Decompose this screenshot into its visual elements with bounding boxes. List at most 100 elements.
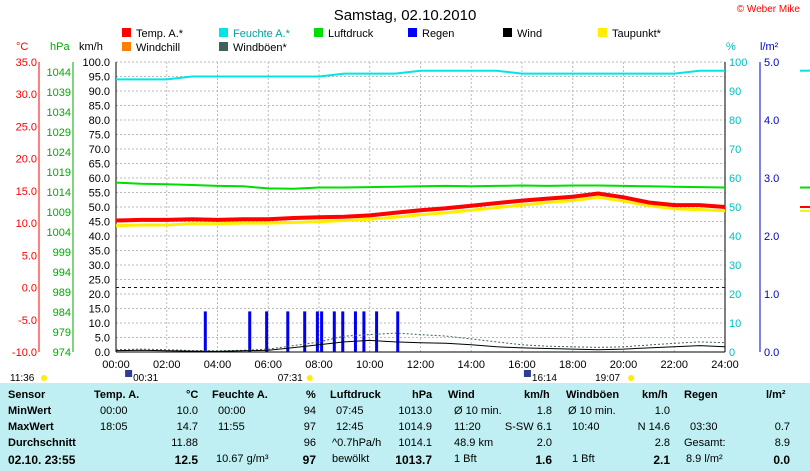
max-gust-value: N 14.6	[637, 421, 670, 433]
sun-icon	[41, 375, 47, 381]
current-wind-bft: 1 Bft	[454, 453, 477, 465]
pressure-tick-label: 1034	[47, 107, 71, 119]
pressure-tick-label: 989	[53, 287, 71, 299]
wind-tick-label: 60.0	[89, 173, 110, 185]
pressure-tick-label: 1004	[47, 227, 71, 239]
avg-pressure-value: 1014.1	[398, 437, 432, 449]
wind-tick-label: 75.0	[89, 130, 110, 142]
header-wind: Wind	[448, 389, 475, 401]
max-rain-value: 0.7	[774, 421, 790, 433]
wind-tick-label: 45.0	[89, 217, 110, 229]
legend-label: Windchill	[136, 42, 180, 54]
stats-table: Sensor Temp. A. °C Feuchte A. % Luftdruc…	[0, 383, 810, 471]
max-wind-time: 11:20	[454, 421, 481, 433]
humidity-tick-label: 60	[729, 173, 741, 185]
time-tick-label: 18:00	[559, 359, 587, 371]
current-humidity-value: 97	[302, 453, 316, 467]
current-rain-day: 8.9 l/m²	[686, 453, 723, 465]
row-label: MinWert	[8, 405, 52, 417]
rain-bar	[375, 311, 379, 352]
plot-area	[115, 69, 810, 352]
wind-tick-label: 0.0	[95, 347, 110, 359]
humidity-tick-label: 90	[729, 86, 741, 98]
temp-tick-label: 0.0	[22, 283, 37, 295]
legend-label: Temp. A.*	[136, 28, 184, 40]
moonset-label: 00:31	[133, 373, 158, 383]
min-temp-value: 10.0	[176, 405, 198, 417]
copyright-text: © Weber Mike	[737, 4, 801, 15]
pressure-unit-label: hPa	[50, 41, 70, 53]
wind-tick-label: 70.0	[89, 144, 110, 156]
avg-wind-value: 2.0	[536, 437, 552, 449]
pressure-tick-label: 1024	[47, 147, 71, 159]
header-rain-unit: l/m²	[766, 389, 786, 401]
temp-tick-label: 35.0	[16, 57, 37, 69]
min-wind-value: 1.8	[536, 405, 552, 417]
temp-tick-label: 10.0	[16, 218, 37, 230]
max-temp-time: 18:05	[100, 421, 128, 433]
max-wind-value: S-SW 6.1	[504, 421, 552, 433]
sunset-label: 19:07	[595, 373, 620, 383]
rain-tick-label: 1.0	[764, 289, 779, 301]
humidity-tick-label: 10	[729, 318, 741, 330]
moon-icon	[523, 370, 531, 377]
legend-swatch	[219, 28, 228, 37]
pressure-tick-label: 1044	[47, 67, 71, 79]
series-line	[116, 69, 725, 81]
humidity-tick-label: 0	[729, 347, 735, 359]
series-line	[115, 191, 726, 223]
legend-swatch	[219, 42, 228, 51]
rain-bar	[248, 311, 252, 352]
rain-bar	[315, 311, 319, 352]
humidity-tick-label: 40	[729, 231, 741, 243]
rain-bar	[353, 311, 357, 352]
wind-tick-label: 25.0	[89, 275, 110, 287]
wind-tick-label: 100.0	[82, 57, 110, 69]
time-tick-label: 02:00	[153, 359, 181, 371]
pressure-tick-label: 1009	[47, 207, 71, 219]
series-line	[115, 339, 726, 352]
humidity-tick-label: 30	[729, 260, 741, 272]
temp-tick-label: 25.0	[16, 121, 37, 133]
wind-tick-label: 10.0	[89, 318, 110, 330]
header-temp: Temp. A.	[94, 389, 140, 401]
humidity-tick-label: 70	[729, 144, 741, 156]
legend-swatch	[314, 28, 323, 37]
rain-tick-label: 0.0	[764, 347, 779, 359]
rain-unit-label: l/m²	[760, 41, 779, 53]
moon-icon	[125, 370, 133, 377]
table-row: MinWert 00:00 10.0 00:00 94 07:45 1013.0…	[0, 405, 810, 420]
pressure-tick-label: 979	[53, 327, 71, 339]
time-tick-label: 00:00	[102, 359, 130, 371]
rain-bar	[320, 311, 324, 352]
pressure-tick-label: 1014	[47, 187, 71, 199]
humidity-tick-label: 50	[729, 202, 741, 214]
current-temp-value: 12.5	[174, 453, 198, 467]
table-row: MaxWert 18:05 14.7 11:55 97 12:45 1014.9…	[0, 421, 810, 436]
rain-bar	[303, 311, 307, 352]
humidity-tick-label: 100	[729, 57, 747, 69]
row-label: MaxWert	[8, 421, 54, 433]
rain-tick-label: 3.0	[764, 173, 779, 185]
pressure-tick-label: 994	[53, 267, 71, 279]
avg-wind-distance: 48.9 km	[454, 437, 494, 449]
wind-tick-label: 65.0	[89, 159, 110, 171]
temp-tick-label: 5.0	[22, 250, 37, 262]
current-gust-value: 2.1	[653, 453, 670, 467]
min-wind-label: Ø 10 min.	[454, 405, 502, 417]
table-row: 02.10. 23:55 12.5 10.67 g/m³ 97 bewölkt …	[0, 453, 810, 468]
avg-pressure-trend: ^0.7hPa/h	[332, 437, 382, 449]
wind-tick-label: 95.0	[89, 72, 110, 84]
weather-chart: Samstag, 02.10.2010 © Weber Mike Temp. A…	[10, 4, 810, 383]
sun-moon-row: 11:36 00:31 07:31 16:14 19:07	[10, 370, 635, 383]
wind-tick-label: 55.0	[89, 188, 110, 200]
series-line	[115, 332, 726, 352]
rain-bar	[203, 311, 207, 352]
avg-humidity-value: 96	[303, 437, 316, 449]
avg-temp-value: 11.88	[171, 437, 198, 449]
max-gust-time: 10:40	[572, 421, 600, 433]
temp-tick-label: 30.0	[16, 89, 37, 101]
max-rain-time: 03:30	[690, 421, 718, 433]
rain-tick-label: 2.0	[764, 231, 779, 243]
avg-gust-value: 2.8	[654, 437, 670, 449]
